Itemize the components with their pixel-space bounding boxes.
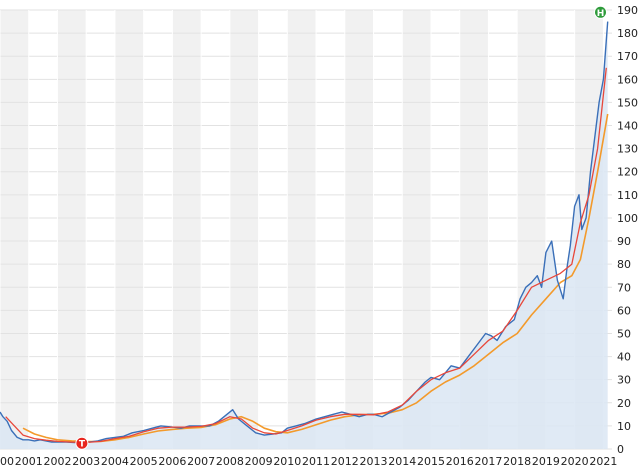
moving-average-long-line — [22, 113, 609, 443]
y-tick-label: 80 — [617, 258, 631, 271]
extreme-markers: HT — [75, 5, 608, 450]
x-tick-label: 2001 — [15, 455, 43, 468]
x-tick-label: 2010 — [273, 455, 301, 468]
year-band — [229, 10, 259, 449]
y-tick-label: 10 — [617, 420, 631, 433]
y-tick-label: 40 — [617, 351, 631, 364]
x-tick-label: 2002 — [43, 455, 71, 468]
low-marker-label: T — [79, 440, 86, 450]
year-bands — [0, 10, 612, 449]
high-marker-badge — [594, 5, 608, 19]
y-tick-label: 170 — [617, 50, 638, 63]
price-area-fill — [0, 21, 608, 449]
x-tick-label: 2013 — [360, 455, 388, 468]
x-tick-label: 2005 — [130, 455, 158, 468]
x-tick-label: 2008 — [216, 455, 244, 468]
year-band — [287, 10, 317, 449]
x-tick-label: 2018 — [503, 455, 531, 468]
y-tick-label: 150 — [617, 96, 638, 109]
price-area — [0, 21, 608, 449]
y-tick-label: 190 — [617, 4, 638, 17]
y-tick-label: 180 — [617, 27, 638, 40]
y-tick-label: 100 — [617, 212, 638, 225]
y-tick-label: 140 — [617, 120, 638, 133]
year-band — [402, 10, 431, 449]
x-tick-label: 2009 — [245, 455, 273, 468]
x-tick-label: 2006 — [158, 455, 186, 468]
y-tick-label: 60 — [617, 304, 631, 317]
year-band — [114, 10, 144, 449]
low-marker-badge — [75, 436, 89, 450]
y-tick-label: 30 — [617, 374, 631, 387]
x-tick-label: 2012 — [331, 455, 359, 468]
high-marker-label: H — [597, 9, 605, 19]
x-tick-label: 2017 — [474, 455, 502, 468]
year-band — [172, 10, 202, 449]
x-tick-label: 2000 — [0, 455, 14, 468]
y-tick-label: 0 — [617, 443, 624, 456]
y-tick-label: 120 — [617, 166, 638, 179]
x-axis-ticks: 2000200120022003200420052006200720082009… — [0, 455, 617, 468]
y-axis-ticks: 0 10 20 30 40 50 60 70 80 90 100 110 120 130 140 150 160… — [617, 4, 638, 456]
year-band — [344, 10, 374, 449]
y-tick-label: 90 — [617, 235, 631, 248]
y-tick-label: 160 — [617, 73, 638, 86]
x-tick-label: 2015 — [417, 455, 445, 468]
x-tick-label: 2016 — [446, 455, 474, 468]
x-tick-label: 2011 — [302, 455, 330, 468]
y-tick-label: 110 — [617, 189, 638, 202]
x-tick-label: 2019 — [532, 455, 560, 468]
x-tick-label: 2021 — [589, 455, 617, 468]
x-tick-label: 2003 — [72, 455, 100, 468]
y-tick-label: 130 — [617, 143, 638, 156]
moving-average-short-line — [5, 67, 607, 444]
x-tick-label: 2020 — [561, 455, 589, 468]
y-tick-label: 50 — [617, 327, 631, 340]
x-tick-label: 2007 — [187, 455, 215, 468]
x-tick-label: 2004 — [101, 455, 129, 468]
x-tick-label: 2014 — [388, 455, 416, 468]
year-band — [57, 10, 87, 449]
year-band — [0, 10, 29, 449]
y-tick-label: 20 — [617, 397, 631, 410]
y-tick-label: 70 — [617, 281, 631, 294]
